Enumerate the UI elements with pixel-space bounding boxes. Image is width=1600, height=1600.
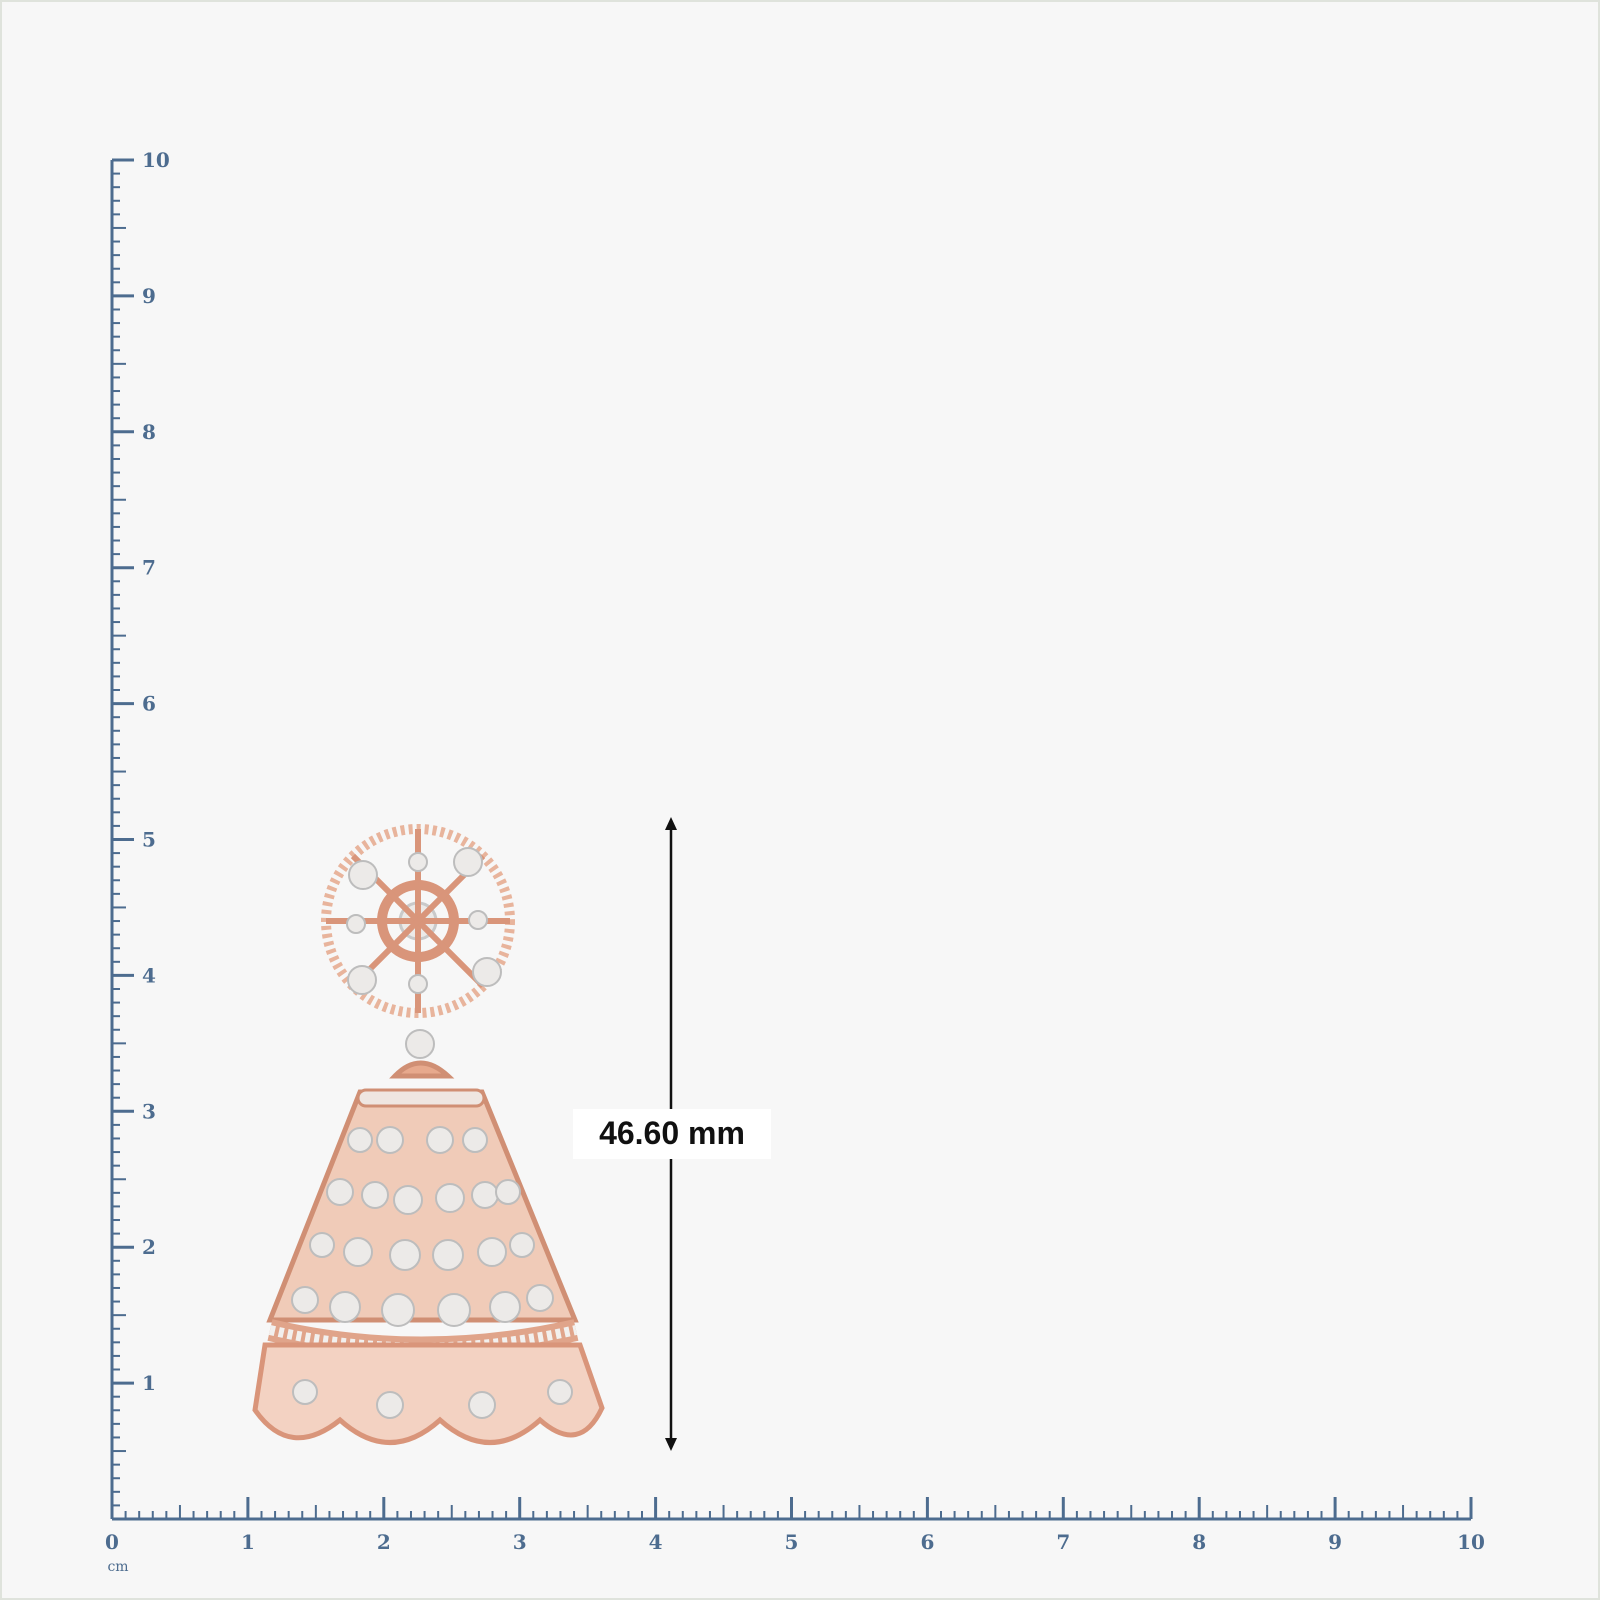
x-tick-label: 10 <box>1457 1530 1485 1554</box>
y-tick-label: 7 <box>142 556 156 580</box>
label-box <box>573 1109 771 1159</box>
y-tick-label: 3 <box>142 1099 156 1123</box>
x-tick-label: 5 <box>785 1530 799 1554</box>
y-tick-label: 5 <box>142 828 156 852</box>
unit-label: cm <box>107 1559 128 1575</box>
measurement: 46.60 mm <box>573 817 771 1451</box>
y-tick-label: 9 <box>142 284 156 308</box>
x-tick-label: 1 <box>241 1530 255 1554</box>
x-tick-label: 2 <box>377 1530 391 1554</box>
arrow-head <box>665 817 677 830</box>
x-tick-label: 7 <box>1056 1530 1070 1554</box>
x-tick-label: 9 <box>1328 1530 1342 1554</box>
earring <box>252 824 605 1445</box>
ruler: 0 1 2 3 4 5 6 7 8 9 10 1 2 3 4 5 6 7 8 9 10 cm <box>105 148 1485 1575</box>
y-tick-label: 2 <box>142 1235 156 1259</box>
y-tick-label: 8 <box>142 420 156 444</box>
x-tick-label: 3 <box>513 1530 527 1554</box>
y-tick-label: 4 <box>142 963 156 987</box>
measurement-label: 46.60 mm <box>599 1115 745 1151</box>
x-tick-label: 8 <box>1192 1530 1206 1554</box>
y-tick-label: 6 <box>142 692 156 716</box>
x-tick-label: 6 <box>920 1530 934 1554</box>
arrow-head <box>665 1438 677 1451</box>
x-tick-label: 4 <box>649 1530 663 1554</box>
x-tick-label: 0 <box>105 1530 119 1554</box>
y-tick-label: 1 <box>142 1371 156 1395</box>
y-tick-label: 10 <box>142 148 170 172</box>
